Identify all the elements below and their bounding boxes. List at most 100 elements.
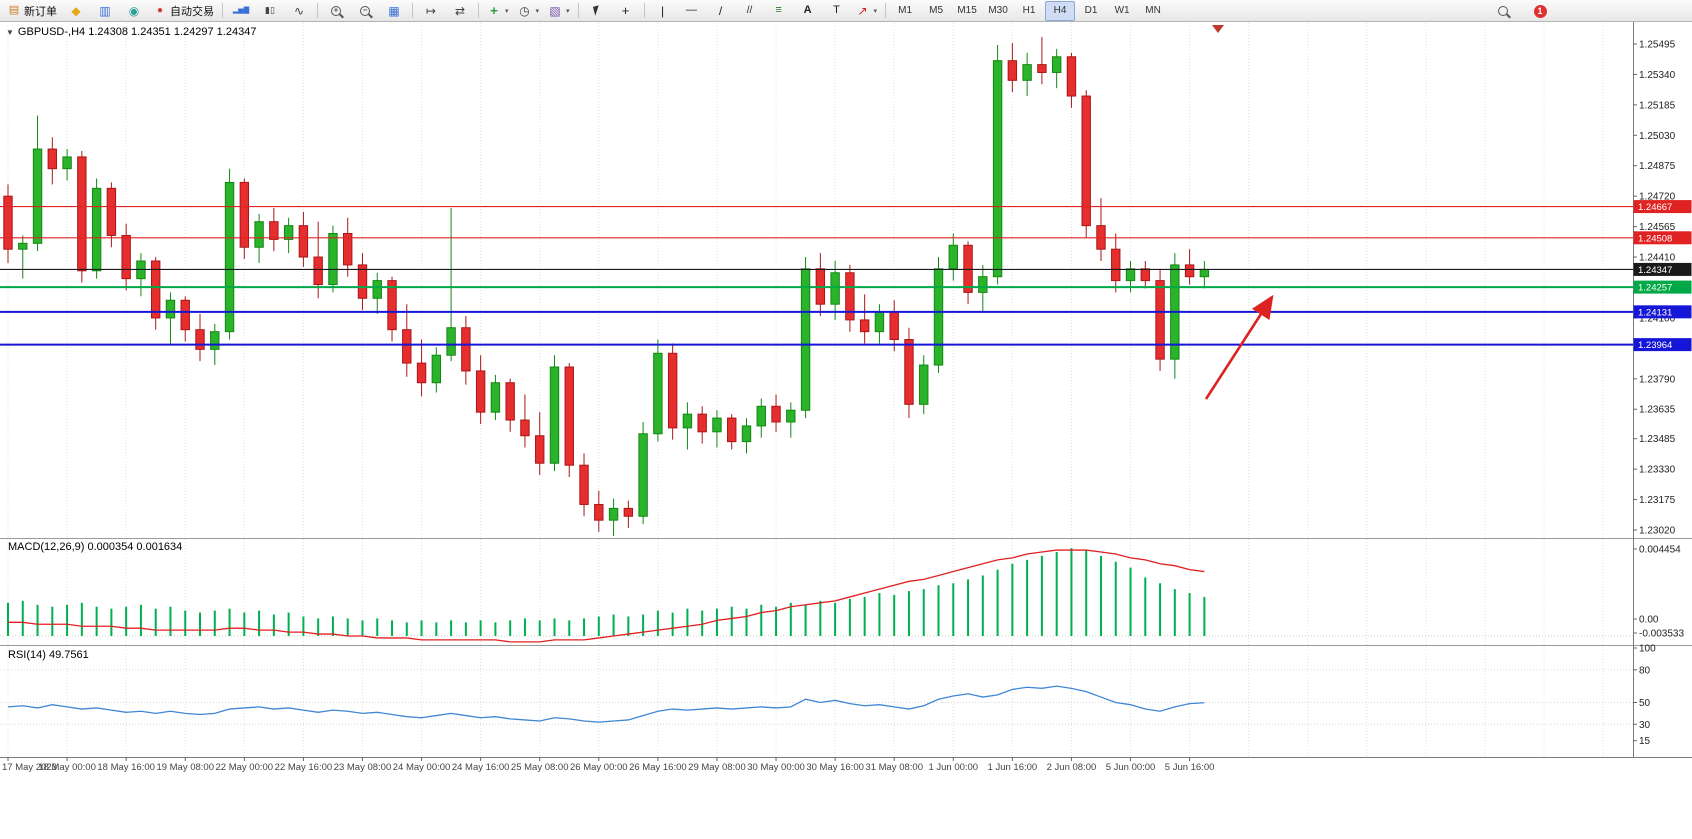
arrows-tool-button[interactable]: ↗ ▾ <box>852 1 882 21</box>
candle <box>520 419 530 437</box>
svg-text:1.24508: 1.24508 <box>1638 233 1672 244</box>
market-watch-button[interactable]: ▥ <box>91 1 119 21</box>
toolbar-separator <box>478 3 479 18</box>
rsi-panel <box>0 669 1633 725</box>
time-axis-label: 26 May 16:00 <box>629 762 687 773</box>
time-axis-label: 17 May 2023 <box>2 762 57 773</box>
price-axis-label: 1.24875 <box>1639 161 1676 172</box>
candle <box>1081 95 1091 227</box>
macd-indicator-label: MACD(12,26,9) 0.000354 0.001634 <box>8 541 183 553</box>
price-axis-label: 1.23330 <box>1639 465 1676 476</box>
candle <box>1155 280 1165 360</box>
timeframe-button-m15[interactable]: M15 <box>957 5 977 16</box>
time-axis-label: 26 May 00:00 <box>570 762 628 773</box>
dropdown-caret-icon: ▾ <box>566 7 570 15</box>
auto-scroll-button[interactable]: ↦ <box>417 1 445 21</box>
equidistant-channel-button[interactable]: // <box>736 1 764 21</box>
time-axis-label: 1 Jun 00:00 <box>928 762 978 773</box>
navigator-button[interactable]: ◉ <box>120 1 148 21</box>
candle <box>727 417 737 443</box>
candle <box>712 417 722 433</box>
candle <box>1199 268 1210 278</box>
candle <box>224 181 235 333</box>
price-axis-label: 1.25030 <box>1639 131 1676 142</box>
periods-button[interactable]: ◷ ▾ <box>514 1 544 21</box>
new-order-button[interactable]: ▤ 新订单 <box>3 1 61 21</box>
channel-icon: // <box>746 4 753 16</box>
text-button[interactable]: A <box>794 1 822 21</box>
tile-windows-button[interactable]: ▦ <box>380 1 408 21</box>
price-axis-label: 1.23485 <box>1639 434 1676 445</box>
autotrading-button[interactable]: ● 自动交易 <box>149 1 218 21</box>
clock-icon: ◷ <box>519 3 530 18</box>
candle <box>1125 268 1136 282</box>
templates-button[interactable]: ▧ ▾ <box>544 1 574 21</box>
price-axis-label: 1.23175 <box>1639 495 1676 506</box>
candle <box>1007 60 1018 81</box>
timeframe-button-m30[interactable]: M30 <box>988 5 1008 16</box>
horizontal-lines <box>0 205 1633 346</box>
bar-chart-button[interactable]: ▂▅▇ <box>227 1 255 21</box>
candlestick-chart-button[interactable]: ▮▯ <box>256 1 284 21</box>
vertical-line-button[interactable]: | <box>649 1 677 21</box>
price-axis-label: 1.25185 <box>1639 100 1676 111</box>
plus-green-icon: + <box>490 3 498 18</box>
symbol-info-text: GBPUSD-,H4 1.24308 1.24351 1.24297 1.243… <box>17 26 257 38</box>
timeframe-button-h4[interactable]: H4 <box>1045 0 1076 21</box>
candle <box>1111 248 1121 282</box>
timeframe-button-m1[interactable]: M1 <box>898 5 913 16</box>
horizontal-line-button[interactable]: — <box>678 1 706 21</box>
time-axis-label: 25 May 08:00 <box>511 762 569 773</box>
vline-icon: | <box>660 3 665 18</box>
zoom-out-button[interactable] <box>351 1 379 21</box>
candle <box>919 364 929 405</box>
bars-icon: ▂▅▇ <box>232 7 250 14</box>
svg-text:1.24257: 1.24257 <box>1638 283 1672 294</box>
crosshair-button[interactable]: + <box>612 1 640 21</box>
candle <box>431 354 442 384</box>
search-button[interactable] <box>1489 1 1517 21</box>
timeframe-button-d1[interactable]: D1 <box>1084 5 1098 16</box>
candle <box>756 405 766 427</box>
candle <box>461 327 471 372</box>
price-badge-1.24257: 1.24257 <box>1633 280 1692 294</box>
candle <box>121 234 131 280</box>
trend-icon: / <box>718 3 723 18</box>
shift-icon: ⇄ <box>454 3 466 18</box>
line-chart-button[interactable]: ∿ <box>285 1 313 21</box>
candle <box>298 225 309 258</box>
trendline-button[interactable]: / <box>707 1 735 21</box>
timeframe-button-w1[interactable]: W1 <box>1114 5 1130 16</box>
candle <box>845 272 855 321</box>
time-axis-label: 30 May 00:00 <box>747 762 805 773</box>
chart-shift-button[interactable]: ⇄ <box>446 1 474 21</box>
toolbar-separator <box>317 3 318 18</box>
toolbar-separator <box>643 3 645 18</box>
metaeditor-button[interactable]: ◆ <box>62 1 90 21</box>
notification-count: 1 <box>1533 4 1547 18</box>
cursor-button[interactable] <box>583 1 611 21</box>
candle <box>165 299 176 319</box>
candle <box>47 148 58 170</box>
candles-layer <box>3 37 1210 536</box>
macd-signal-line <box>8 549 1205 643</box>
indicators-button[interactable]: + ▾ <box>483 1 513 21</box>
candle <box>402 329 412 364</box>
candle <box>328 232 338 286</box>
timeframe-button-m5[interactable]: M5 <box>929 5 944 16</box>
candle <box>682 413 693 429</box>
doc-icon: ▤ <box>8 4 20 16</box>
zoom-in-button[interactable] <box>322 1 350 21</box>
timeframe-button-mn[interactable]: MN <box>1145 5 1161 16</box>
timeframe-button-h1[interactable]: H1 <box>1022 5 1036 16</box>
fibonacci-button[interactable]: ≡ <box>765 1 793 21</box>
candle <box>505 382 515 421</box>
svg-text:1.24667: 1.24667 <box>1638 202 1672 213</box>
price-axis-label: 1.23790 <box>1639 374 1676 385</box>
text-label-button[interactable]: T <box>823 1 851 21</box>
rsi-axis-label: 50 <box>1639 698 1651 709</box>
notification-badge[interactable]: 1 <box>1526 1 1554 21</box>
price-axis-label: 1.25340 <box>1639 70 1676 81</box>
arrow-annotation[interactable] <box>1204 294 1274 400</box>
